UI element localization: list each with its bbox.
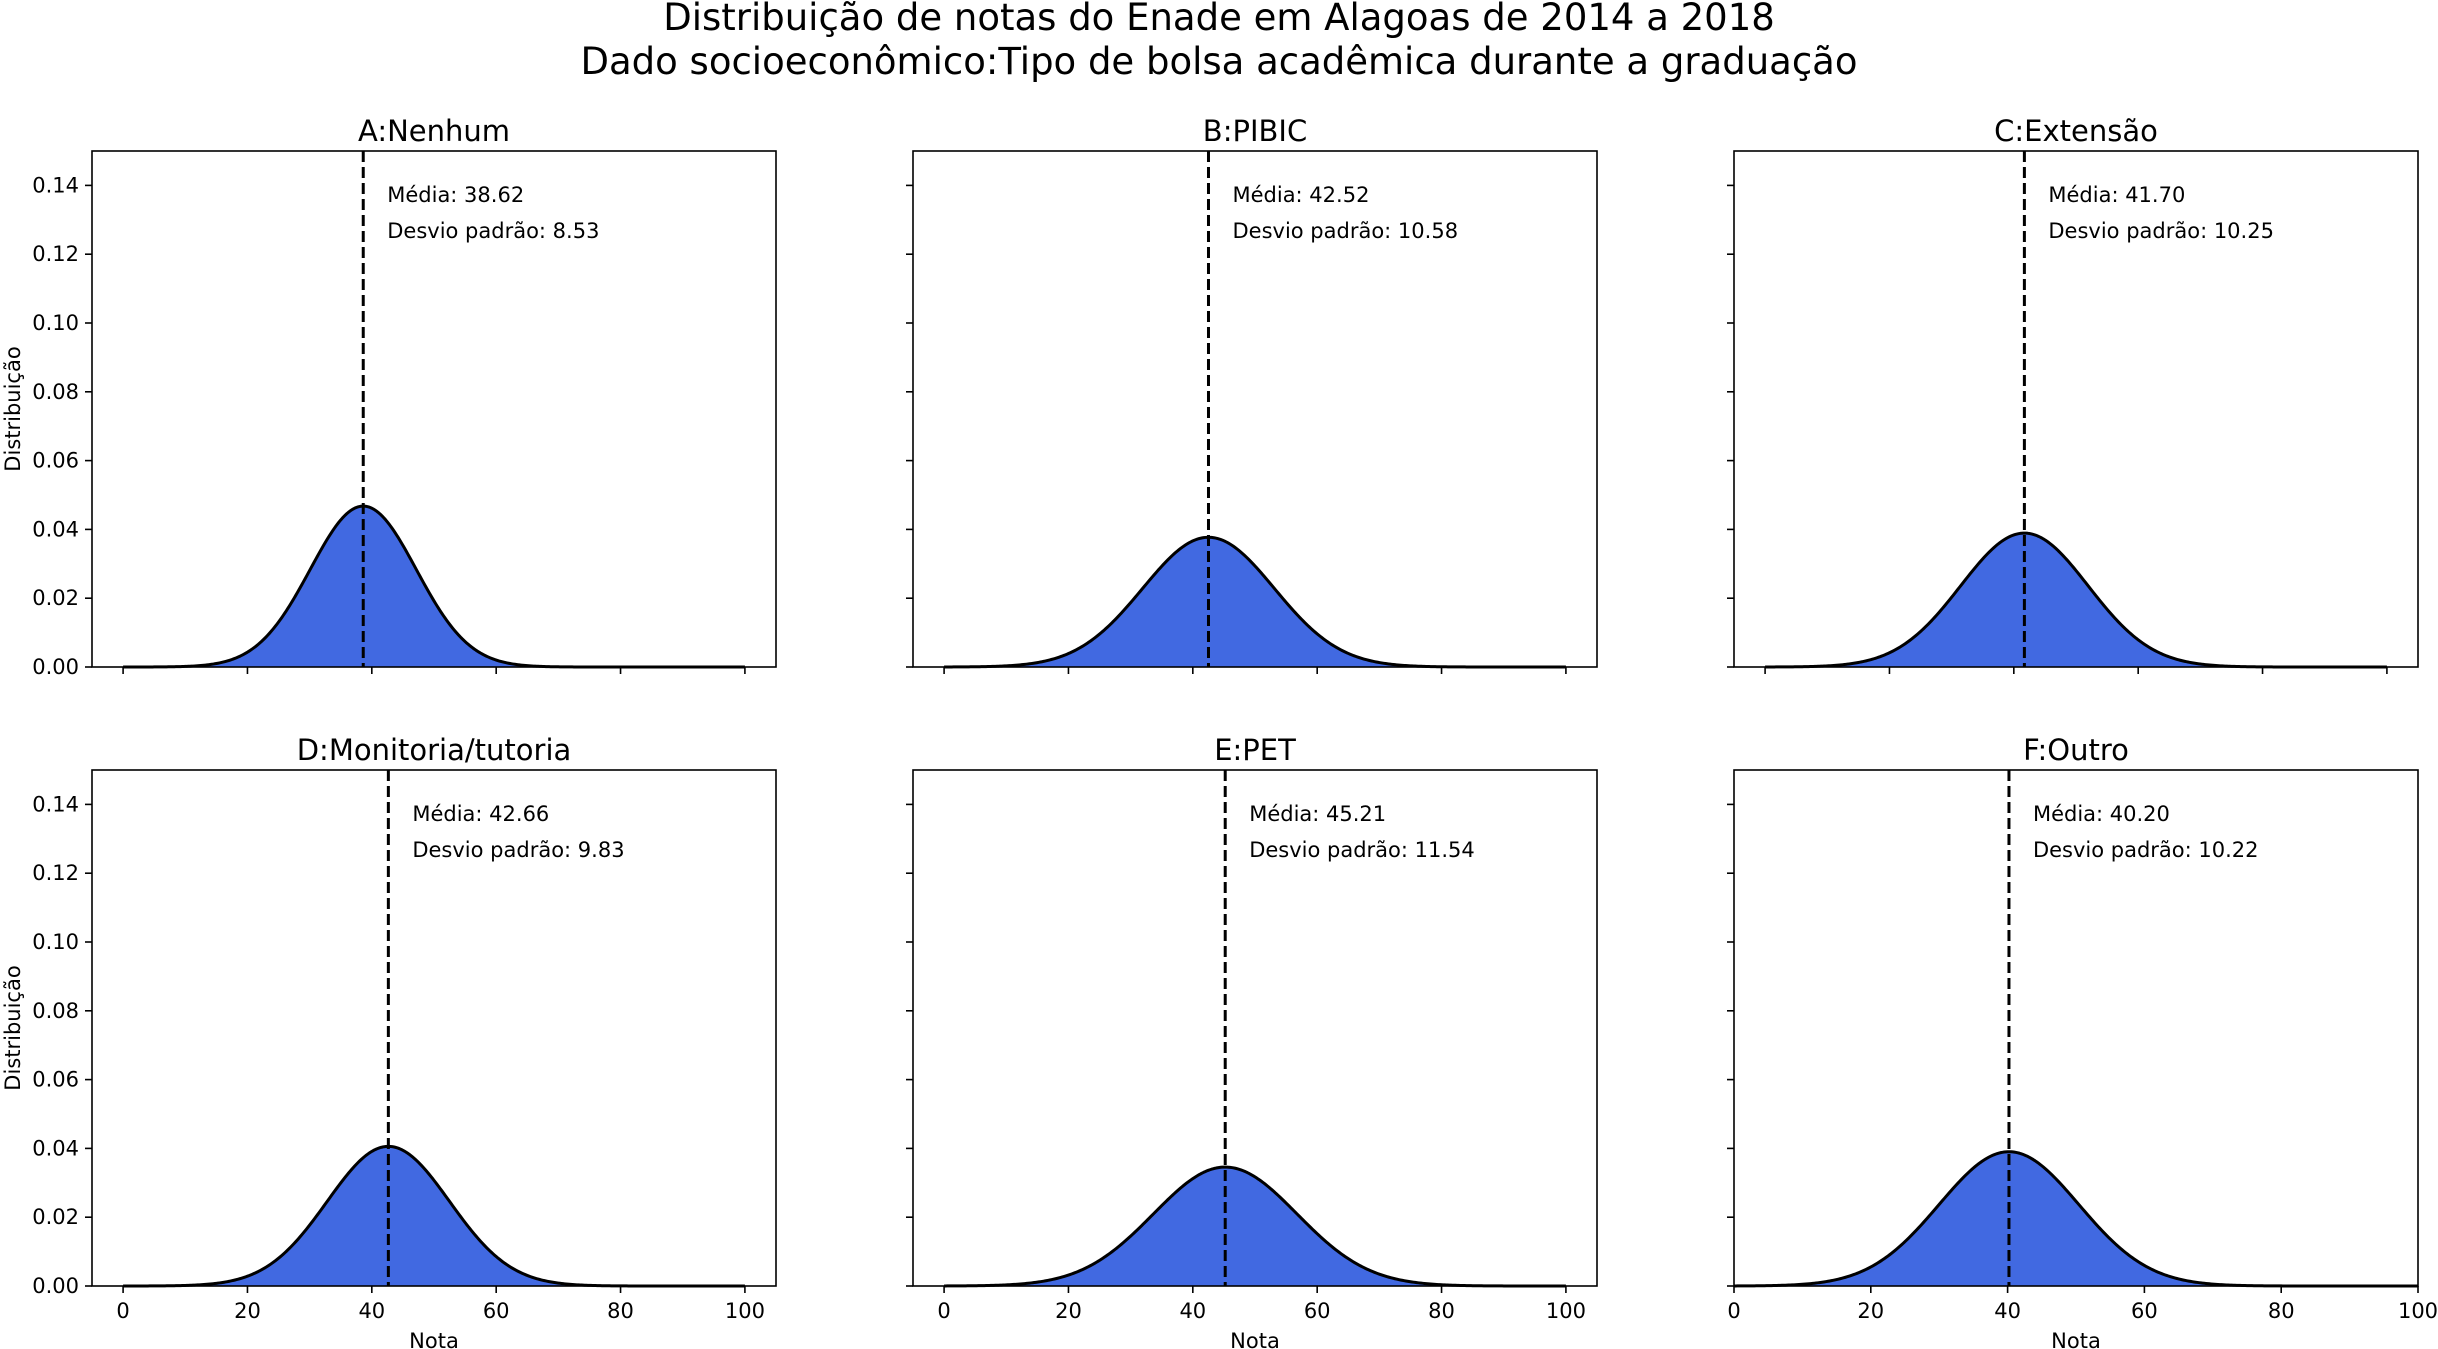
subplot-title-b: B:PIBIC xyxy=(1203,114,1307,148)
x-tick-label-e: 80 xyxy=(1428,1299,1455,1323)
mean-annotation-d: Média: 42.66 xyxy=(412,802,549,826)
axes-frame-b xyxy=(912,150,1598,668)
x-axis-label-f: Nota xyxy=(2051,1329,2101,1349)
subplot-c: C:Extensão Média: 41.70 Desvio padrão: 10.… xyxy=(1727,114,2419,674)
x-tick-label-d: 0 xyxy=(116,1299,129,1323)
subplot-e: 0 20 40 60 80 100 E:PET Média: 45.21 Desvio padr… xyxy=(906,733,1598,1349)
subplot-title-f: F:Outro xyxy=(2023,733,2129,767)
x-tick-label-f: 0 xyxy=(1727,1299,1740,1323)
subplot-a: 0.00 0.02 0.04 0.06 0.08 0.10 0.12 0.14 A:Nenhum… xyxy=(1,114,777,679)
y-tick-label-d: 0.06 xyxy=(32,1068,79,1092)
density-fill-b xyxy=(944,537,1566,667)
density-fill-d xyxy=(123,1146,745,1286)
y-tick-label-d: 0.12 xyxy=(32,861,79,885)
x-tick-label-e: 40 xyxy=(1179,1299,1206,1323)
mean-annotation-a: Média: 38.62 xyxy=(387,183,524,207)
mean-annotation-f: Média: 40.20 xyxy=(2033,802,2170,826)
y-tick-label-d: 0.14 xyxy=(32,792,79,816)
y-tick-label-a: 0.00 xyxy=(32,655,79,679)
axes-frame-c xyxy=(1733,150,2419,668)
x-tick-label-e: 20 xyxy=(1055,1299,1082,1323)
y-tick-label-d: 0.02 xyxy=(32,1205,79,1229)
x-tick-label-d: 100 xyxy=(725,1299,765,1323)
y-tick-label-a: 0.04 xyxy=(32,517,79,541)
y-tick-label-a: 0.10 xyxy=(32,311,79,335)
y-axis-label-a: Distribuição xyxy=(1,346,25,471)
std-annotation-f: Desvio padrão: 10.22 xyxy=(2033,838,2259,862)
x-tick-label-d: 60 xyxy=(483,1299,510,1323)
x-axis-label-e: Nota xyxy=(1230,1329,1280,1349)
x-tick-label-d: 40 xyxy=(358,1299,385,1323)
subplot-title-a: A:Nenhum xyxy=(358,114,510,148)
x-tick-label-d: 20 xyxy=(234,1299,261,1323)
x-axis-label-d: Nota xyxy=(409,1329,459,1349)
subplot-f: 0 20 40 60 80 100 F:Outro Média: 40.20 Desvio pa… xyxy=(1727,733,2438,1349)
x-tick-label-f: 40 xyxy=(1994,1299,2021,1323)
y-tick-label-a: 0.08 xyxy=(32,380,79,404)
y-axis-label-d: Distribuição xyxy=(1,965,25,1090)
y-tick-label-d: 0.04 xyxy=(32,1136,79,1160)
x-tick-label-d: 80 xyxy=(607,1299,634,1323)
y-tick-label-a: 0.02 xyxy=(32,586,79,610)
density-fill-f xyxy=(1734,1151,2418,1286)
y-tick-label-d: 0.10 xyxy=(32,930,79,954)
x-tick-label-f: 100 xyxy=(2398,1299,2438,1323)
density-fill-a xyxy=(123,506,745,667)
mean-annotation-b: Média: 42.52 xyxy=(1232,183,1369,207)
x-tick-label-f: 80 xyxy=(2268,1299,2295,1323)
std-annotation-a: Desvio padrão: 8.53 xyxy=(387,219,599,243)
figure-title-line-2: Dado socioeconômico:Tipo de bolsa acadêm… xyxy=(581,40,1858,83)
x-tick-label-e: 100 xyxy=(1546,1299,1586,1323)
x-tick-label-f: 20 xyxy=(1857,1299,1884,1323)
subplot-grid: 0.00 0.02 0.04 0.06 0.08 0.10 0.12 0.14 A:Nenhum… xyxy=(1,114,2438,1349)
x-tick-label-e: 0 xyxy=(937,1299,950,1323)
y-tick-label-a: 0.06 xyxy=(32,449,79,473)
subplot-d: 0 20 40 60 80 100 0.00 0.02 0.04 0.06 0.08 0.10 0.12… xyxy=(1,733,777,1349)
density-fill-e xyxy=(944,1167,1566,1286)
subplot-title-e: E:PET xyxy=(1214,733,1296,767)
y-tick-label-a: 0.12 xyxy=(32,242,79,266)
mean-annotation-e: Média: 45.21 xyxy=(1249,802,1386,826)
std-annotation-c: Desvio padrão: 10.25 xyxy=(2048,219,2274,243)
x-tick-label-e: 60 xyxy=(1304,1299,1331,1323)
axes-frame-d xyxy=(91,769,777,1287)
axes-frame-e xyxy=(912,769,1598,1287)
figure-title-line-1: Distribuição de notas do Enade em Alagoa… xyxy=(663,0,1775,39)
subplot-b: B:PIBIC Média: 42.52 Desvio padrão: 10.58 xyxy=(906,114,1598,674)
axes-frame-f xyxy=(1733,769,2419,1287)
y-tick-label-d: 0.00 xyxy=(32,1274,79,1298)
subplot-title-c: C:Extensão xyxy=(1994,114,2158,148)
mean-annotation-c: Média: 41.70 xyxy=(2048,183,2185,207)
y-tick-label-d: 0.08 xyxy=(32,999,79,1023)
density-fill-c xyxy=(1765,533,2387,667)
std-annotation-b: Desvio padrão: 10.58 xyxy=(1232,219,1458,243)
x-tick-label-f: 60 xyxy=(2131,1299,2158,1323)
subplot-title-d: D:Monitoria/tutoria xyxy=(297,733,572,767)
std-annotation-d: Desvio padrão: 9.83 xyxy=(412,838,624,862)
axes-frame-a xyxy=(91,150,777,668)
y-tick-label-a: 0.14 xyxy=(32,173,79,197)
std-annotation-e: Desvio padrão: 11.54 xyxy=(1249,838,1475,862)
